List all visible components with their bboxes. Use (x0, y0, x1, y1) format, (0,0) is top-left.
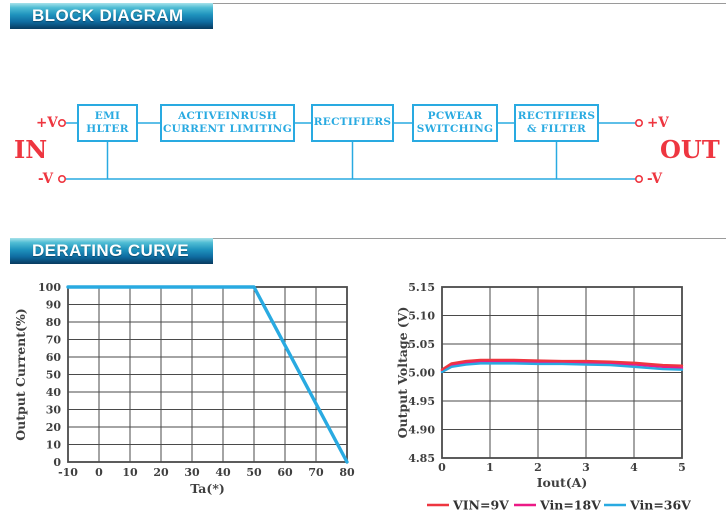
block-diagram-connectors (57, 118, 643, 184)
y-tick-label: 20 (46, 421, 62, 434)
y-tick-label: 5.05 (408, 338, 435, 351)
block-rectifiers-filter: RECTIFIERS & FILTER (514, 104, 599, 142)
y-tick-label: 5.15 (408, 281, 435, 294)
output-voltage-chart: 0 1 2 3 4 5 4.85 4.90 4.95 5.00 5.05 5.10 5.15 Iout(A… (395, 281, 691, 513)
derating-curve-chart: -10 0 10 20 30 40 50 60 70 8001020304050607080901… (13, 281, 355, 496)
terminal-circle (57, 175, 66, 184)
input-plus-v-label: +V (36, 115, 58, 131)
x-tick-label: 80 (339, 466, 355, 479)
y-tick-label: 50 (46, 369, 62, 382)
series-line (66, 285, 349, 464)
legend-label: Vin=18V (539, 498, 601, 513)
y-axis-label: Output Current(%) (13, 308, 28, 440)
section-title-derating: DERATING CURVE (32, 241, 190, 260)
y-tick-label: 40 (46, 386, 62, 399)
section-header-derating: DERATING CURVE (10, 238, 213, 264)
input-minus-v-label: -V (38, 171, 54, 187)
y-tick-label: 5.00 (408, 367, 435, 380)
in-label: IN (14, 135, 48, 164)
block-inrush-limiting: ACTIVEINRUSH CURRENT LIMITING (160, 104, 295, 142)
y-tick-label: 4.90 (408, 424, 435, 437)
x-tick-label: 2 (534, 461, 542, 474)
series-line (440, 362, 684, 374)
x-tick-label: 0 (438, 461, 446, 474)
output-minus-v-label: -V (647, 171, 663, 187)
x-tick-label: 5 (678, 461, 686, 474)
terminal-circle (634, 175, 643, 184)
y-axis-label: Output Voltage (V) (395, 307, 410, 439)
x-tick-label: 1 (486, 461, 494, 474)
x-axis-label: Ta(*) (190, 481, 225, 496)
header-rule-top (213, 3, 726, 4)
section-header-block-diagram: BLOCK DIAGRAM (10, 3, 213, 29)
x-tick-label: 70 (308, 466, 324, 479)
y-tick-label: 80 (46, 316, 62, 329)
x-tick-label: 30 (184, 466, 200, 479)
y-tick-label: 30 (46, 404, 62, 417)
x-tick-label: 50 (246, 466, 262, 479)
terminal-circle (634, 118, 643, 127)
y-tick-label: 0 (53, 456, 61, 469)
output-plus-v-label: +V (647, 115, 669, 131)
x-tick-label: -10 (58, 466, 78, 479)
y-tick-label: 4.95 (408, 395, 435, 408)
terminal-circle (57, 118, 66, 127)
x-tick-label: 3 (582, 461, 590, 474)
x-tick-label: 60 (277, 466, 293, 479)
x-tick-label: 20 (153, 466, 169, 479)
x-tick-label: 4 (630, 461, 638, 474)
legend-label: Vin=36V (629, 498, 691, 513)
x-tick-label: 40 (215, 466, 231, 479)
block-rectifiers: RECTIFIERS (311, 104, 394, 142)
derating-charts: -10 0 10 20 30 40 50 60 70 80 0 10 20 30 40 50 60 70 80 90 1… (0, 275, 726, 523)
y-tick-label: 70 (46, 334, 62, 347)
series-line (440, 358, 684, 371)
section-title-block-diagram: BLOCK DIAGRAM (32, 6, 184, 25)
header-rule-derating (213, 238, 726, 239)
block-diagram: EMI HLTER ACTIVEINRUSH CURRENT LIMITING … (0, 90, 726, 200)
x-tick-label: 10 (122, 466, 138, 479)
out-label: OUT (660, 135, 720, 164)
block-emi-filter: EMI HLTER (77, 104, 138, 142)
legend-label: VIN=9V (452, 498, 509, 513)
x-axis-label: Iout(A) (537, 475, 588, 490)
y-tick-label: 90 (46, 299, 62, 312)
x-tick-label: 0 (95, 466, 103, 479)
y-tick-label: 60 (46, 351, 62, 364)
series-line (440, 360, 684, 372)
y-tick-label: 5.10 (408, 310, 435, 323)
y-tick-label: 4.85 (408, 452, 435, 465)
block-pwm-switching: PCWEAR SWITCHING (412, 104, 498, 142)
y-tick-label: 10 (46, 439, 62, 452)
y-tick-label: 100 (38, 281, 61, 294)
